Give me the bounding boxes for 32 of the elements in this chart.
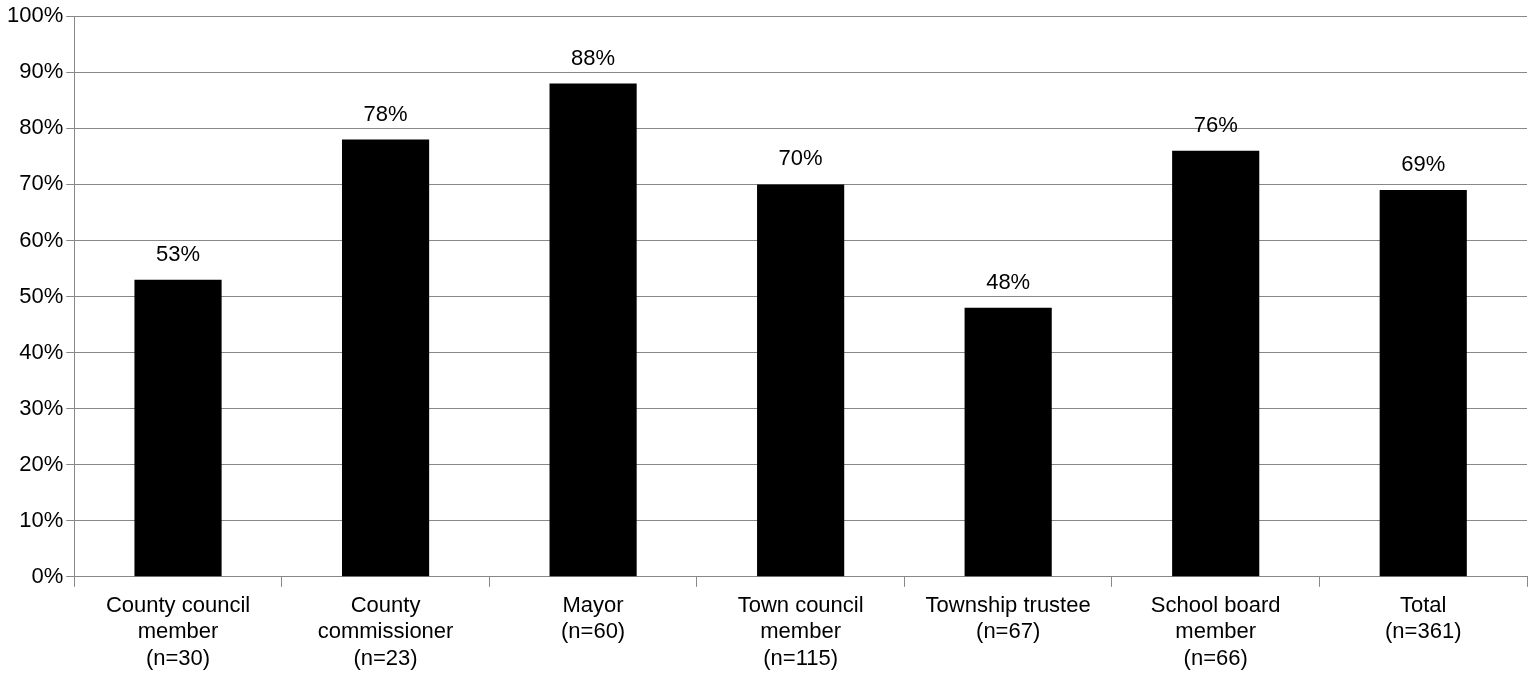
- y-tick-label: 70%: [19, 170, 64, 196]
- y-tick-label: 50%: [19, 282, 64, 308]
- x-tick-label: County council member (n=30): [105, 592, 251, 670]
- y-tick-label: 60%: [19, 226, 64, 252]
- x-tick-label: Town council member (n=115): [737, 592, 864, 670]
- y-tick-label: 90%: [19, 58, 64, 84]
- bar: [964, 307, 1052, 577]
- data-label: 88%: [571, 44, 616, 70]
- x-tick-label: County commissioner (n=23): [317, 592, 454, 670]
- y-tick-label: 80%: [19, 114, 64, 140]
- bar: [134, 279, 222, 577]
- x-tick-label: Mayor (n=60): [560, 592, 626, 644]
- data-label: 69%: [1401, 151, 1446, 177]
- data-label: 78%: [363, 100, 408, 126]
- y-tick-label: 20%: [19, 450, 64, 476]
- y-tick-label: 30%: [19, 394, 64, 420]
- data-label: 76%: [1193, 111, 1238, 137]
- y-tick-label: 10%: [19, 506, 64, 532]
- y-tick-label: 40%: [19, 338, 64, 364]
- bar: [1379, 189, 1467, 577]
- x-tick-label: Total (n=361): [1385, 592, 1462, 644]
- x-tick-label: School board member (n=66): [1150, 592, 1281, 670]
- data-label: 48%: [986, 268, 1031, 294]
- x-tick-label: Township trustee (n=67): [925, 592, 1091, 644]
- bar: [341, 139, 430, 577]
- y-tick-label: 100%: [6, 2, 64, 28]
- bar: [549, 83, 637, 577]
- bar: [1172, 150, 1260, 577]
- data-label: 53%: [156, 240, 201, 266]
- data-label: 70%: [778, 145, 823, 171]
- bar: [757, 184, 845, 577]
- y-tick-label: 0%: [31, 562, 64, 588]
